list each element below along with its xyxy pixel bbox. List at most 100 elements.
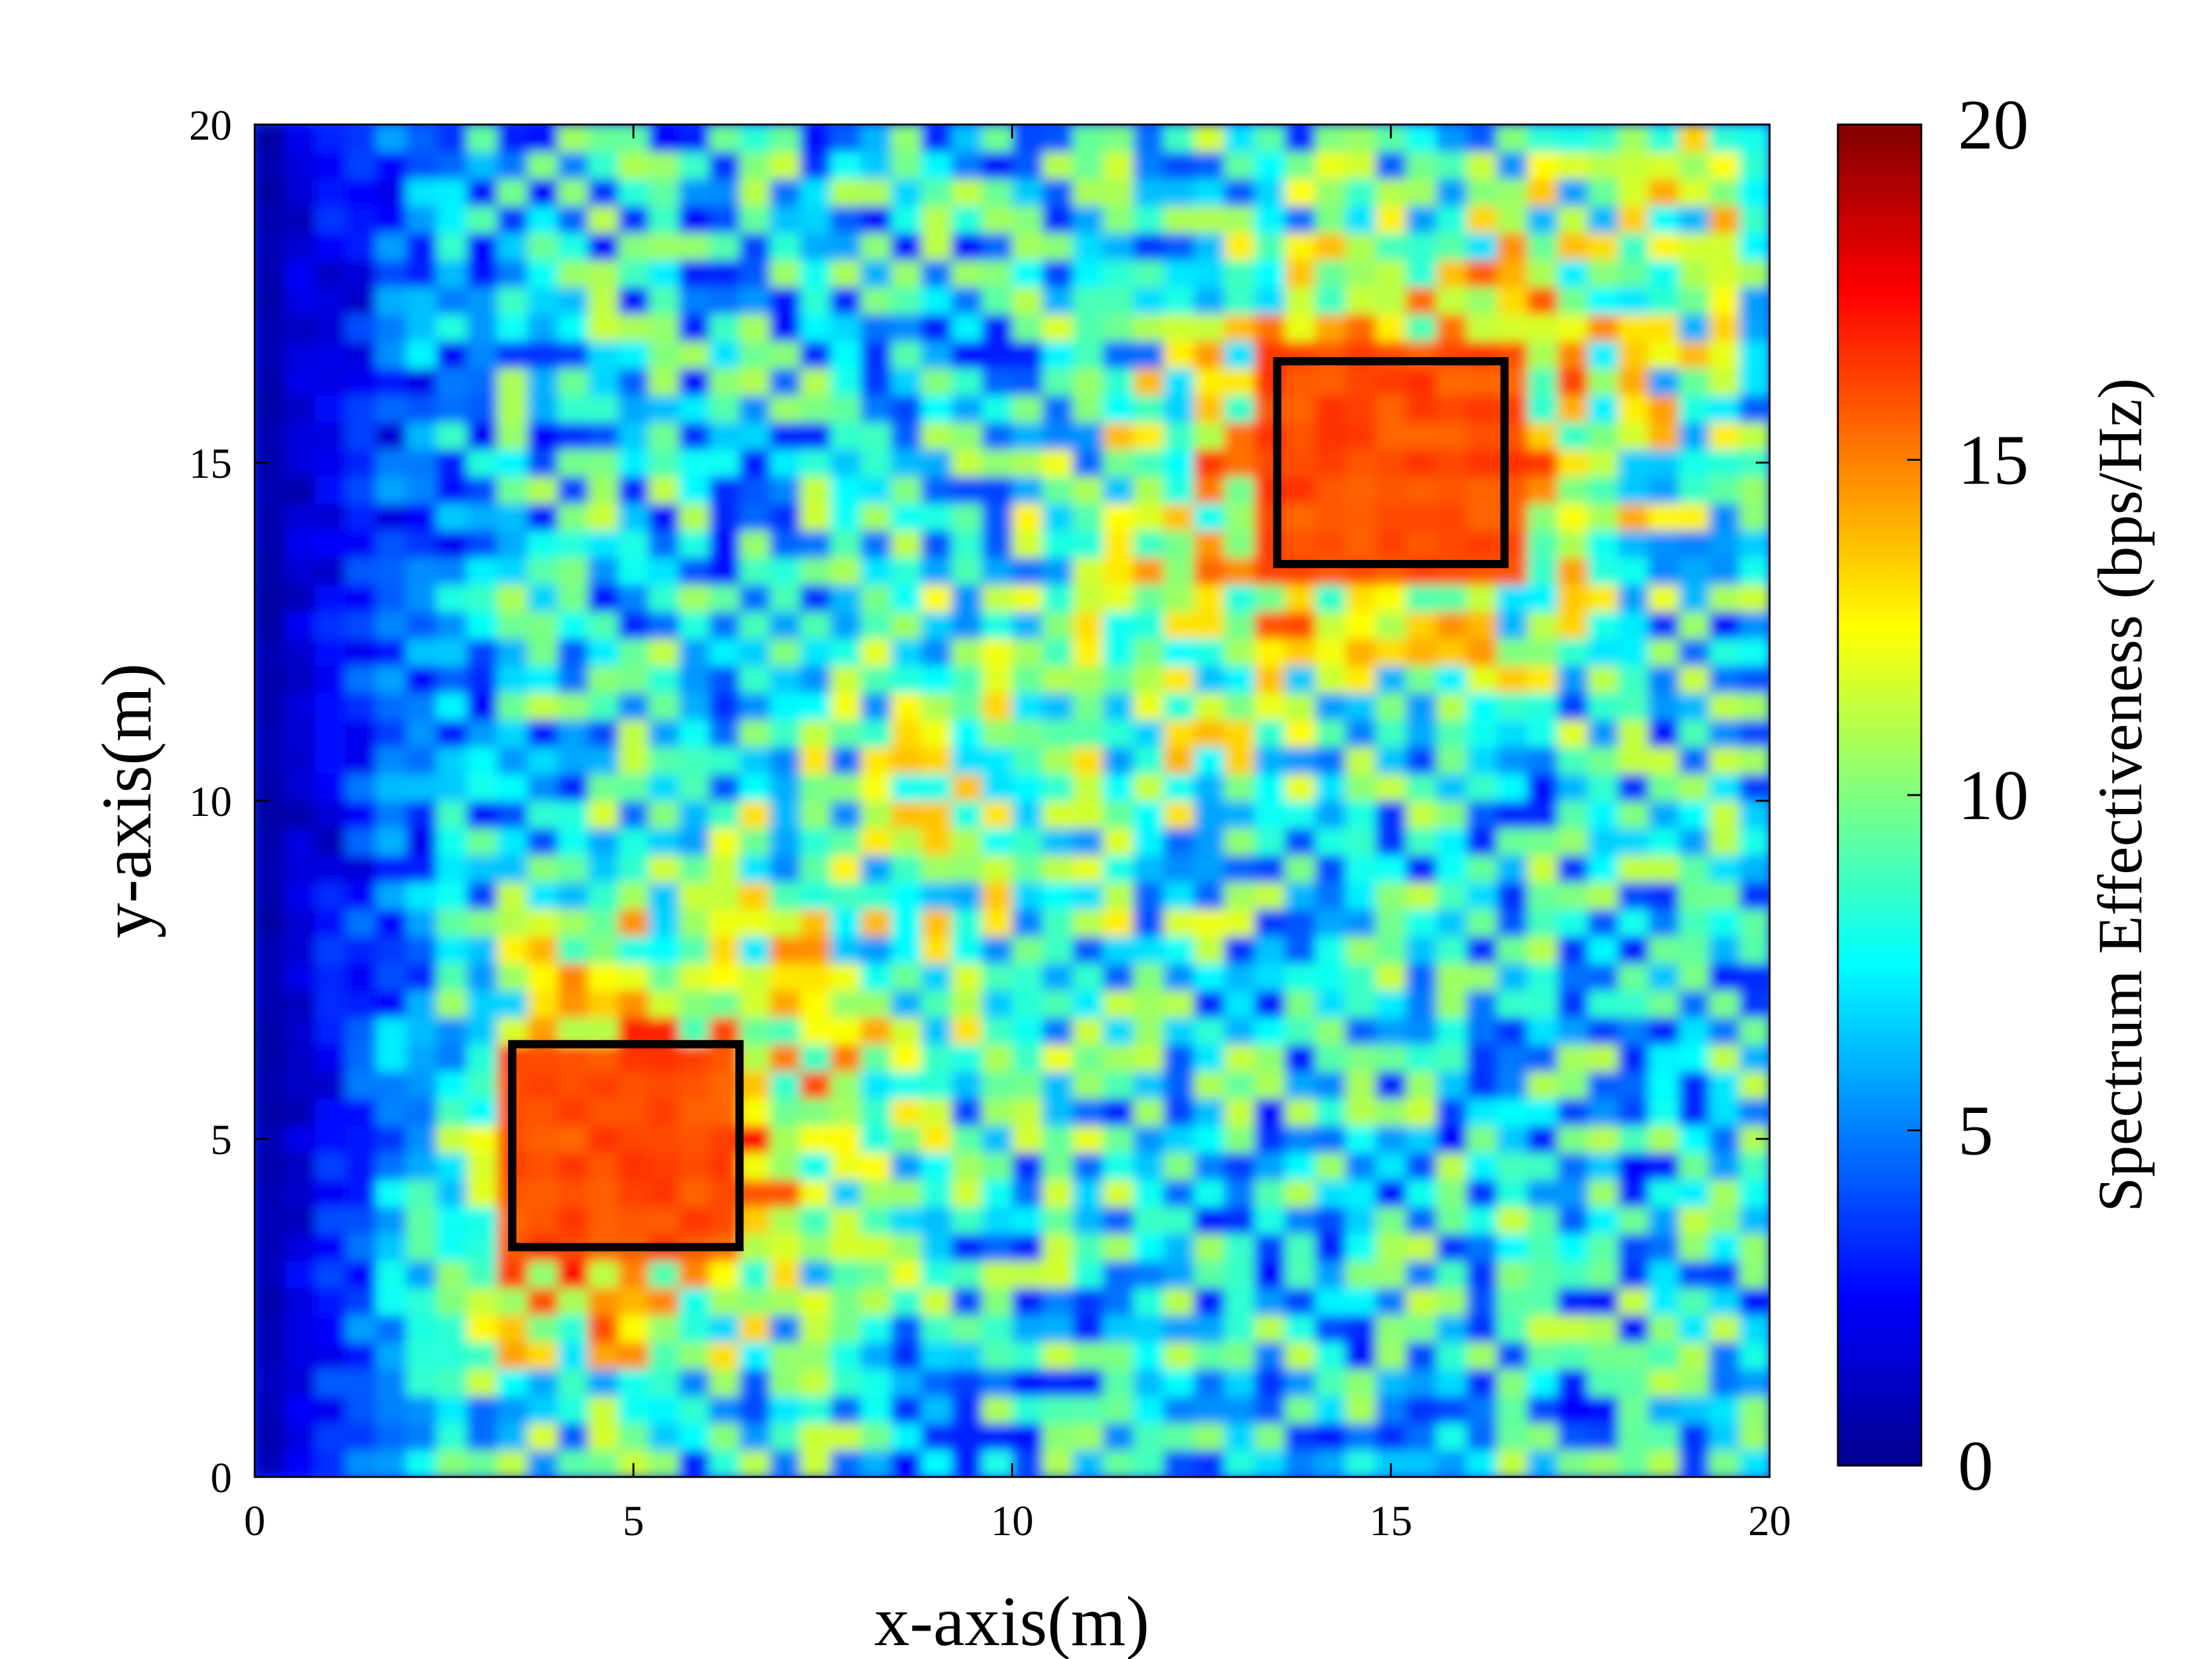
heatmap-cell	[890, 1125, 922, 1153]
heatmap-cell	[1557, 1450, 1589, 1477]
heatmap-cell	[770, 530, 801, 558]
heatmap-cell	[1527, 313, 1559, 342]
heatmap-cell	[648, 286, 679, 315]
heatmap-cell	[1557, 936, 1589, 964]
heatmap-cell	[1042, 882, 1074, 909]
heatmap-cell	[1679, 1125, 1710, 1153]
heatmap-cell	[860, 1125, 892, 1153]
heatmap-cell	[709, 1071, 740, 1099]
heatmap-cell	[527, 233, 559, 260]
heatmap-cell	[1073, 936, 1104, 964]
heatmap-cell	[679, 151, 710, 179]
heatmap-cell	[951, 233, 983, 260]
heatmap-cell	[921, 1098, 952, 1126]
heatmap-cell	[1406, 449, 1437, 477]
heatmap-cell	[1679, 178, 1710, 207]
heatmap-cell	[1194, 178, 1225, 207]
heatmap-cell	[1012, 449, 1043, 477]
heatmap-cell	[1255, 1125, 1285, 1153]
heatmap-cell	[557, 1044, 589, 1072]
heatmap-cell	[860, 1450, 892, 1477]
heatmap-cell	[799, 1179, 831, 1207]
heatmap-cell	[951, 125, 983, 152]
heatmap-cell	[588, 1098, 619, 1126]
heatmap-cell	[466, 341, 498, 368]
heatmap-cell	[1164, 125, 1194, 152]
heatmap-cell	[1527, 990, 1559, 1018]
heatmap-cell	[1406, 1260, 1437, 1289]
heatmap-cell	[1648, 1423, 1679, 1450]
heatmap-cell	[1466, 882, 1498, 909]
heatmap-cell	[1103, 233, 1134, 260]
heatmap-cell	[1073, 557, 1104, 585]
heatmap-cell	[1073, 1450, 1104, 1477]
heatmap-cell	[921, 611, 952, 639]
heatmap-cell	[648, 963, 679, 991]
heatmap-cell	[497, 260, 528, 288]
heatmap-cell	[981, 125, 1013, 152]
heatmap-cell	[1436, 719, 1468, 748]
heatmap-cell	[1194, 1044, 1225, 1072]
heatmap-cell	[981, 936, 1013, 964]
heatmap-cell	[1315, 233, 1346, 260]
heatmap-cell	[466, 422, 498, 450]
heatmap-cell	[588, 422, 619, 450]
heatmap-cell	[557, 503, 589, 531]
heatmap-cell	[860, 449, 892, 477]
heatmap-cell	[1103, 341, 1134, 368]
heatmap-cell	[618, 395, 649, 423]
heatmap-cell	[1164, 1152, 1194, 1180]
heatmap-cell	[1133, 368, 1164, 396]
heatmap-cell	[860, 854, 892, 883]
heatmap-cell	[1436, 1368, 1468, 1397]
heatmap-cell	[1375, 1368, 1407, 1397]
heatmap-cell	[1103, 1342, 1134, 1370]
heatmap-cell	[1618, 909, 1649, 937]
heatmap-cell	[981, 368, 1013, 396]
heatmap-cell	[375, 854, 407, 883]
heatmap-cell	[1042, 1423, 1074, 1450]
heatmap-cell	[1497, 1125, 1528, 1153]
heatmap-cell	[1375, 1044, 1407, 1072]
heatmap-cell	[1073, 422, 1104, 450]
heatmap-cell	[951, 1450, 983, 1477]
heatmap-cell	[1255, 1287, 1285, 1315]
heatmap-cell	[1497, 882, 1528, 909]
heatmap-cell	[1012, 395, 1043, 423]
heatmap-cell	[1466, 854, 1498, 883]
heatmap-cell	[588, 1287, 619, 1315]
heatmap-cell	[1497, 1368, 1528, 1397]
heatmap-cell	[890, 1206, 922, 1234]
heatmap-cell	[679, 611, 710, 639]
heatmap-cell	[921, 827, 952, 856]
heatmap-cell	[527, 909, 559, 937]
heatmap-cell	[981, 1233, 1013, 1261]
heatmap-cell	[1618, 1206, 1649, 1234]
heatmap-cell	[466, 1044, 498, 1072]
heatmap-cell	[527, 692, 559, 720]
heatmap-cell	[1042, 909, 1074, 937]
heatmap-cell	[1527, 341, 1559, 368]
heatmap-cell	[951, 665, 983, 693]
heatmap-cell	[466, 1260, 498, 1289]
heatmap-cell	[1497, 313, 1528, 342]
heatmap-cell	[1194, 476, 1225, 504]
heatmap-cell	[1133, 827, 1164, 856]
heatmap-cell	[1648, 422, 1679, 450]
heatmap-cell	[436, 1342, 468, 1370]
heatmap-cell	[981, 1342, 1013, 1370]
heatmap-cell	[1679, 909, 1710, 937]
heatmap-cell	[860, 1044, 892, 1072]
heatmap-cell	[1739, 1260, 1770, 1289]
heatmap-cell	[588, 1260, 619, 1289]
heatmap-cell	[1164, 1071, 1194, 1099]
heatmap-cell	[770, 1450, 801, 1477]
heatmap-cell	[497, 584, 528, 612]
heatmap-cell	[799, 125, 831, 152]
heatmap-cell	[1527, 151, 1559, 179]
heatmap-cell	[890, 854, 922, 883]
heatmap-cell	[406, 854, 437, 883]
heatmap-cell	[951, 801, 983, 829]
heatmap-cell	[799, 260, 831, 288]
heatmap-cell	[1709, 746, 1740, 774]
